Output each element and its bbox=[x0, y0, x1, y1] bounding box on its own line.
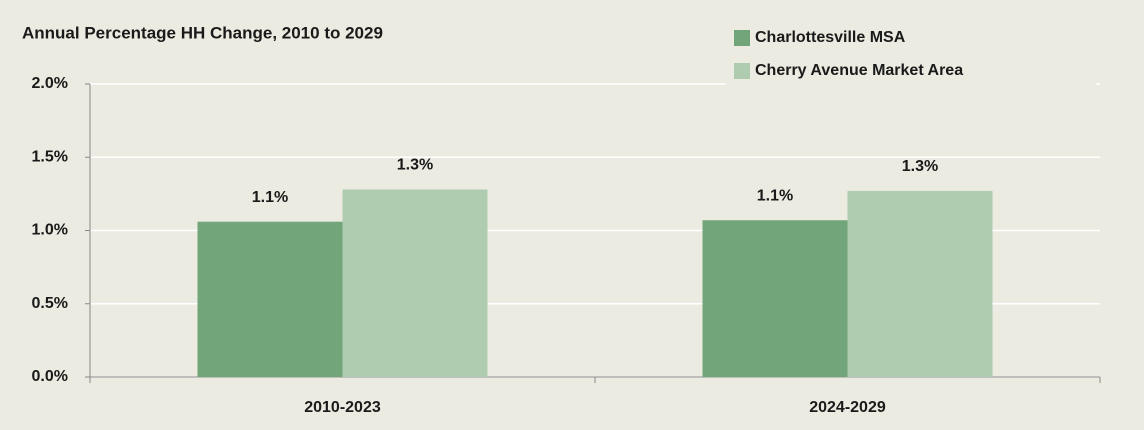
data-label: 1.1% bbox=[757, 187, 793, 204]
y-tick-label: 2.0% bbox=[32, 75, 68, 92]
y-tick-label: 0.5% bbox=[32, 295, 68, 312]
bar bbox=[342, 189, 488, 377]
data-label: 1.3% bbox=[902, 158, 938, 175]
legend-label: Charlottesville MSA bbox=[755, 29, 906, 46]
legend-swatch bbox=[734, 30, 750, 46]
chart-title: Annual Percentage HH Change, 2010 to 202… bbox=[22, 23, 383, 42]
y-tick-label: 1.5% bbox=[32, 148, 68, 165]
data-label: 1.3% bbox=[397, 157, 433, 174]
x-tick-label: 2010-2023 bbox=[304, 399, 381, 416]
y-tick-label: 1.0% bbox=[32, 222, 68, 239]
y-tick-label: 0.0% bbox=[32, 368, 68, 385]
legend-swatch bbox=[734, 63, 750, 79]
bar bbox=[197, 221, 343, 377]
bar bbox=[702, 220, 848, 377]
legend-box bbox=[726, 18, 1096, 94]
legend-label: Cherry Avenue Market Area bbox=[755, 62, 963, 79]
data-label: 1.1% bbox=[252, 189, 288, 206]
x-tick-label: 2024-2029 bbox=[809, 399, 886, 416]
bar bbox=[847, 190, 993, 377]
